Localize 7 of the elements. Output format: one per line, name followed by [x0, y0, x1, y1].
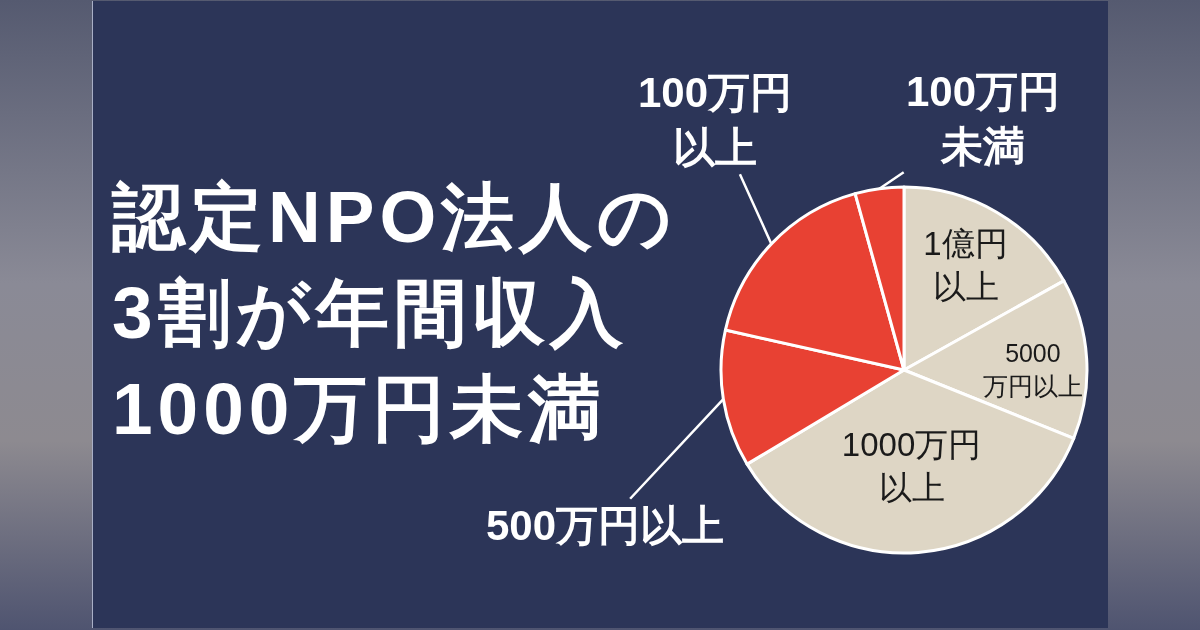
- slice-label: 500万円以上: [486, 502, 725, 549]
- slice-label: 1000万円以上: [841, 426, 982, 507]
- slice-label: 1億円以上: [923, 225, 1008, 306]
- slice-label: 100万円未満: [906, 68, 1061, 170]
- text: 認定NPO法人の 3割が年間収入 1000万円未満: [112, 175, 678, 451]
- slice-label: 5000万円以上: [982, 339, 1083, 400]
- slice-label: 100万円以上: [638, 69, 793, 171]
